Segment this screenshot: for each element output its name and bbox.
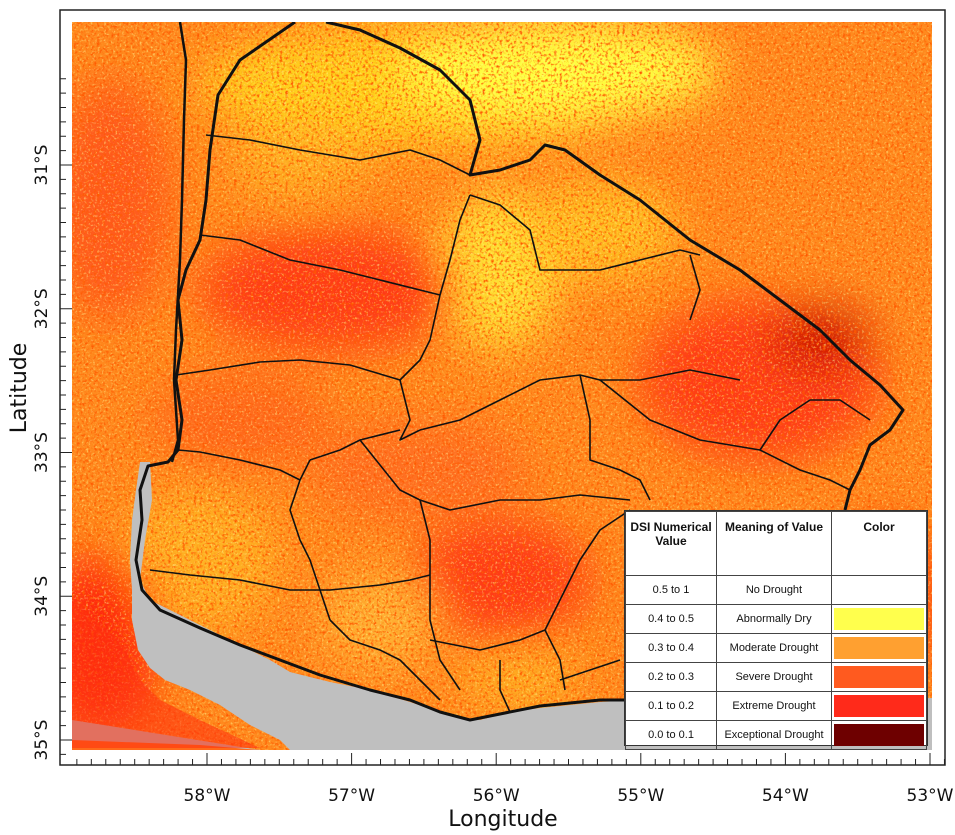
legend-color-cell <box>831 662 927 692</box>
legend-range: 0.4 to 0.5 <box>625 604 717 634</box>
legend-meaning: No Drought <box>716 575 832 605</box>
y-tick-label: 32°S <box>32 288 52 329</box>
y-tick-label: 31°S <box>32 145 52 186</box>
legend-swatch <box>834 637 924 659</box>
water-body <box>72 462 932 750</box>
legend-row: 0.1 to 0.2 Extreme Drought <box>625 691 927 721</box>
legend-color-cell <box>831 691 927 721</box>
legend-table: DSI Numerical Value Meaning of Value Col… <box>625 511 927 750</box>
legend-meaning: Moderate Drought <box>716 633 832 663</box>
y-tick-label: 33°S <box>32 432 52 473</box>
legend-header-row: DSI Numerical Value Meaning of Value Col… <box>625 511 927 576</box>
legend-header-meaning: Meaning of Value <box>716 511 832 576</box>
legend-swatch <box>834 666 924 688</box>
x-axis: 58°W 57°W 56°W 55°W 54°W 53°W <box>76 753 954 806</box>
drought-raster <box>72 22 932 750</box>
x-tick-label: 53°W <box>907 786 954 806</box>
legend-meaning: Exceptional Drought <box>716 720 832 750</box>
legend-header-value: DSI Numerical Value <box>625 511 717 576</box>
legend-swatch <box>834 608 924 630</box>
legend-range: 0.0 to 0.1 <box>625 720 717 750</box>
department-borders <box>134 22 905 722</box>
y-axis: 31°S 32°S 33°S 34°S 35°S <box>32 78 72 761</box>
legend-meaning: Abnormally Dry <box>716 604 832 634</box>
legend-meaning: Severe Drought <box>716 662 832 692</box>
x-tick-label: 56°W <box>473 786 520 806</box>
legend-row: 0.5 to 1 No Drought <box>625 575 927 605</box>
x-tick-label: 55°W <box>617 786 664 806</box>
legend-range: 0.1 to 0.2 <box>625 691 717 721</box>
legend-color-cell <box>831 575 927 605</box>
legend-range: 0.5 to 1 <box>625 575 717 605</box>
x-tick-label: 57°W <box>328 786 375 806</box>
legend-meaning: Extreme Drought <box>716 691 832 721</box>
legend-color-cell <box>831 604 927 634</box>
legend-row: 0.4 to 0.5 Abnormally Dry <box>625 604 927 634</box>
drought-legend: DSI Numerical Value Meaning of Value Col… <box>624 510 928 750</box>
legend-row: 0.2 to 0.3 Severe Drought <box>625 662 927 692</box>
x-tick-label: 58°W <box>184 786 231 806</box>
legend-range: 0.3 to 0.4 <box>625 633 717 663</box>
y-tick-label: 34°S <box>32 576 52 617</box>
legend-range: 0.2 to 0.3 <box>625 662 717 692</box>
legend-row: 0.3 to 0.4 Moderate Drought <box>625 633 927 663</box>
x-axis-title: Longitude <box>448 807 557 832</box>
y-tick-label: 35°S <box>32 720 52 761</box>
legend-header-color: Color <box>831 511 927 576</box>
legend-swatch <box>834 724 924 746</box>
x-tick-label: 54°W <box>762 786 809 806</box>
legend-swatch <box>834 579 924 601</box>
legend-color-cell <box>831 633 927 663</box>
legend-swatch <box>834 695 924 717</box>
legend-color-cell <box>831 720 927 750</box>
y-axis-title: Latitude <box>7 343 32 434</box>
legend-row: 0.0 to 0.1 Exceptional Drought <box>625 720 927 750</box>
